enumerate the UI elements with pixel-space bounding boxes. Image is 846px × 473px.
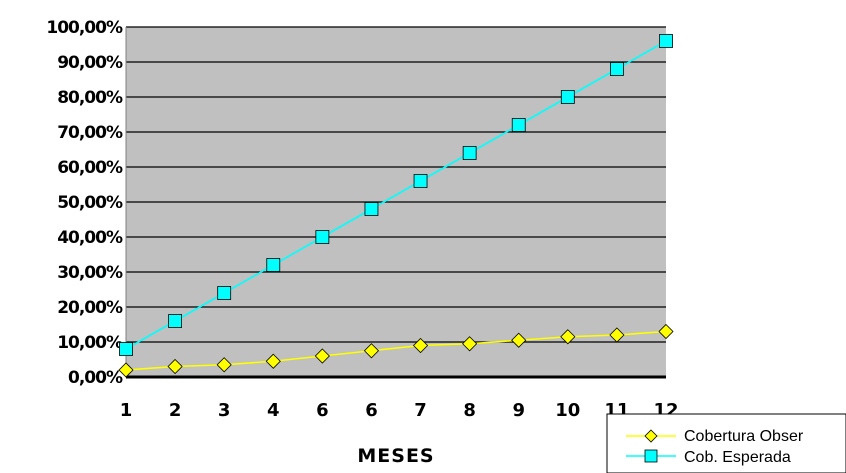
data-point-square xyxy=(462,146,477,160)
data-point-diamond xyxy=(560,329,576,345)
y-tick-label: 60,00% xyxy=(57,158,123,178)
x-tick-label: 1 xyxy=(120,400,133,421)
data-point-square xyxy=(119,342,133,356)
legend-marker-diamond xyxy=(644,429,658,443)
legend: Cobertura Obser Cob. Esperada xyxy=(606,413,846,473)
data-point-square xyxy=(413,174,428,188)
y-tick-label: 100,00% xyxy=(46,18,123,38)
data-point-square xyxy=(217,286,232,300)
data-point-square xyxy=(659,34,673,48)
y-tick-label: 10,00% xyxy=(57,333,123,353)
data-point-square xyxy=(266,258,281,272)
x-axis-title: MESES xyxy=(357,445,434,467)
data-point-square xyxy=(511,118,526,132)
x-tick-label: 6 xyxy=(365,400,378,421)
series-line-0 xyxy=(125,330,667,371)
x-tick-label: 4 xyxy=(267,400,280,421)
data-point-square xyxy=(610,62,624,76)
x-axis-tick-labels: 1 2 3 4 6 6 7 8 9 10 11 12 xyxy=(120,400,679,421)
data-point-diamond xyxy=(511,332,527,348)
legend-marker-square xyxy=(644,449,658,463)
y-tick-label: 50,00% xyxy=(57,193,123,213)
x-tick-label: 10 xyxy=(555,400,580,421)
data-point-square xyxy=(168,314,182,328)
data-point-diamond xyxy=(118,362,134,378)
y-tick-label: 80,00% xyxy=(57,88,123,108)
legend-label-esperada: Cob. Esperada xyxy=(684,449,791,466)
gridlines xyxy=(125,26,666,377)
x-tick-label: 8 xyxy=(463,400,476,421)
y-tick-label: 70,00% xyxy=(57,123,123,143)
data-point-diamond xyxy=(265,353,281,369)
y-tick-label: 90,00% xyxy=(57,53,123,73)
x-tick-label: 3 xyxy=(218,400,231,421)
x-tick-label: 6 xyxy=(316,400,329,421)
x-tick-label: 9 xyxy=(512,400,525,421)
x-tick-label: 7 xyxy=(414,400,427,421)
legend-box xyxy=(606,413,846,473)
data-point-diamond xyxy=(363,343,380,359)
series-lines xyxy=(125,40,667,371)
data-point-diamond xyxy=(658,323,674,340)
data-point-diamond xyxy=(609,327,625,343)
series-line-1 xyxy=(125,40,667,350)
y-tick-label: 20,00% xyxy=(57,298,123,318)
data-point-square xyxy=(315,230,330,244)
legend-label-cobertura: Cobertura Obser xyxy=(684,428,804,445)
x-tick-label: 2 xyxy=(169,400,182,421)
data-point-diamond xyxy=(167,358,183,375)
y-tick-label: 30,00% xyxy=(57,263,123,283)
data-point-diamond xyxy=(314,348,330,364)
y-axis-tick-labels: 0,00% 10,00% 20,00% 30,00% 40,00% 50,00% 60,00… xyxy=(46,18,124,388)
data-point-diamond xyxy=(216,357,232,373)
data-point-square xyxy=(364,202,379,216)
data-point-diamond xyxy=(462,336,478,352)
data-point-square xyxy=(560,90,575,104)
series-markers xyxy=(118,34,674,378)
y-tick-label: 0,00% xyxy=(68,368,123,388)
y-tick-label: 40,00% xyxy=(57,228,123,248)
data-point-diamond xyxy=(412,337,429,354)
